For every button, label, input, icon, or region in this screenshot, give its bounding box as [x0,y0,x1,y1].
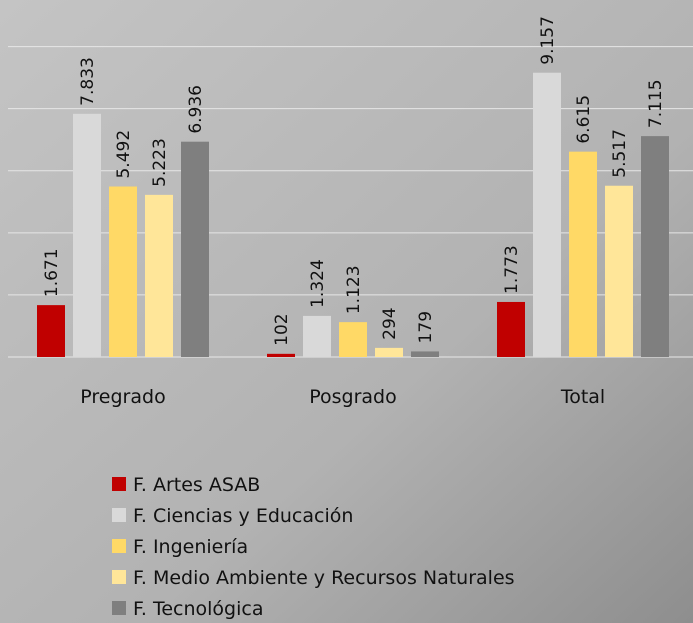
legend-label: F. Medio Ambiente y Recursos Naturales [133,567,515,589]
bar [37,305,65,357]
bar [339,322,367,357]
legend-label: F. Ciencias y Educación [133,505,353,527]
bar [267,353,295,357]
value-label: 294 [380,307,400,339]
legend-label: F. Artes ASAB [133,474,260,496]
bar [73,113,101,358]
value-label: 102 [272,313,292,345]
bar [145,194,173,357]
legend-swatch [112,539,126,553]
value-label: 1.324 [308,259,328,308]
value-label: 179 [416,311,436,343]
value-label: 5.223 [150,138,170,187]
value-label: 6.936 [186,85,206,134]
legend-swatch [112,570,126,584]
value-label: 1.671 [42,248,62,297]
bar [569,151,597,357]
legend-label: F. Tecnológica [133,598,263,620]
bar [533,72,561,358]
legend-swatch [112,601,126,615]
value-label: 1.123 [344,265,364,314]
value-label: 9.157 [538,16,558,65]
legend-label: F. Ingeniería [133,536,248,558]
value-label: 5.517 [610,129,630,178]
value-label: 5.492 [114,130,134,179]
value-label: 7.833 [78,57,98,106]
bar [497,301,525,357]
x-tick-label: Pregrado [80,386,165,408]
bar [303,315,331,357]
bar [641,136,669,357]
bar [181,141,209,357]
bar [375,347,403,357]
value-label: 7.115 [646,79,666,128]
bar [109,186,137,357]
legend-swatch [112,508,126,522]
x-tick-label: Total [560,386,605,408]
bar [411,351,439,357]
x-tick-label: Posgrado [309,386,397,408]
bar [605,185,633,357]
legend-swatch [112,477,126,491]
value-label: 6.615 [574,95,594,144]
value-label: 1.773 [502,245,522,294]
